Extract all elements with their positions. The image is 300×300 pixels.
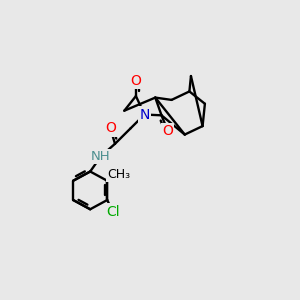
- Text: CH₃: CH₃: [107, 168, 130, 181]
- Text: O: O: [130, 74, 141, 88]
- Text: O: O: [105, 122, 116, 135]
- Text: Cl: Cl: [106, 205, 119, 219]
- Text: NH: NH: [91, 150, 111, 163]
- Text: N: N: [139, 107, 150, 122]
- Text: O: O: [162, 124, 173, 138]
